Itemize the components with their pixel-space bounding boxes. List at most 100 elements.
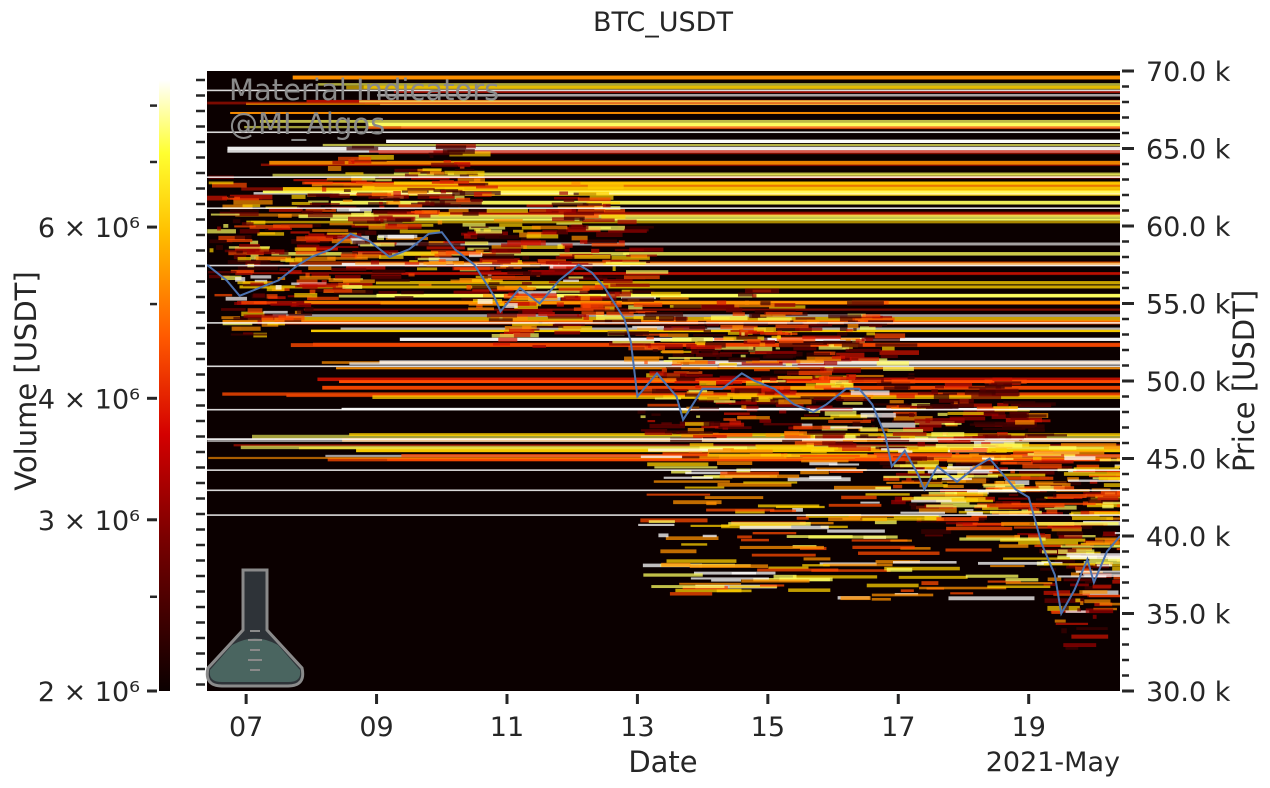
heatmap-cell [623,275,660,280]
heatmap-cell [473,248,508,252]
heatmap-cell [564,247,570,253]
heatmap-cell [346,146,379,151]
heatmap-cell [865,336,900,342]
heatmap-cell [757,568,839,572]
heatmap-band [282,187,1120,192]
heatmap-cell [785,362,793,367]
heatmap-cell [823,340,860,345]
heatmap-cell [830,380,852,385]
heatmap-cell [462,223,486,227]
heatmap-cell [673,304,701,310]
heatmap-cell [429,196,455,199]
heatmap-cell [666,559,737,563]
heatmap-cell [216,245,223,250]
heatmap-cell [963,410,1006,415]
heatmap-cell [237,256,252,262]
heatmap-cell [841,495,877,500]
heatmap-cell [299,283,339,287]
heatmap-cell [322,185,363,188]
heatmap-cell [512,322,553,327]
heatmap-cell [1061,628,1067,634]
heatmap-cell [981,456,995,460]
heatmap-cell [775,505,825,509]
heatmap-cell [672,337,713,342]
heatmap-cell [329,223,355,226]
heatmap-wall [207,469,1120,471]
heatmap-cell [242,204,261,208]
heatmap-cell [268,227,292,230]
heatmap-cell [468,307,494,311]
heatmap-cell [521,281,532,285]
heatmap-cell [712,433,753,437]
heatmap-cell [722,448,734,451]
heatmap-cell [1103,445,1120,450]
heatmap-cell [343,189,351,193]
heatmap-cell [800,417,834,420]
heatmap-cell [428,261,464,265]
heatmap-cell [263,310,288,314]
heatmap-cell [945,548,992,552]
heatmap-cell [854,457,911,461]
heatmap-cell [558,326,593,330]
heatmap-cell [663,476,713,479]
heatmap-cell [893,416,933,421]
heatmap-cell [654,466,718,469]
heatmap-cell [809,461,838,466]
heatmap-cell [928,491,958,496]
heatmap-cell [603,208,626,213]
heatmap-cell [963,471,980,476]
heatmap-wall [207,89,1120,92]
heatmap-cell [296,244,320,248]
heatmap-cell [728,522,811,526]
heatmap-cell [1116,490,1120,496]
heatmap-cell [239,243,260,248]
heatmap-cell [362,185,375,191]
heatmap-cell [372,210,407,214]
heatmap-cell [977,561,1063,565]
heatmap-cell [582,203,602,206]
heatmap-band [377,93,1120,97]
heatmap-cell [981,442,991,446]
heatmap-cell [905,459,939,465]
heatmap-cell [751,553,816,557]
heatmap-cell [914,466,935,471]
heatmap-cell [610,283,650,287]
heatmap-cell [239,229,260,234]
x-tick-label: 07 [229,712,263,743]
heatmap-cell [250,282,264,286]
heatmap-band [233,444,1120,447]
heatmap-cell [351,212,374,217]
heatmap-cell [496,310,503,315]
y-tick-label: 60.0 k [1146,212,1231,243]
heatmap-cell [847,323,859,329]
heatmap-cell [408,172,421,175]
heatmap-cell [752,294,757,298]
heatmap-cell [394,207,415,211]
heatmap-cell [699,455,787,459]
x-axis-ticks: 07 09 11 13 15 17 19 [229,694,1046,743]
heatmap-cell [414,255,454,260]
heatmap-cell [734,303,775,308]
heatmap-cell [554,330,581,335]
heatmap-cell [640,415,646,419]
heatmap-wall [207,322,1120,324]
heatmap-cell [527,231,557,235]
heatmap-cell [1098,476,1120,481]
heatmap-cell [1069,555,1120,559]
heatmap-cell [658,375,699,379]
heatmap-cell [1065,610,1090,613]
heatmap-cell [732,312,745,316]
heatmap-cell [266,287,285,292]
y-axis-ticks: 30.0 k 35.0 k 40.0 k 45.0 k 50.0 k 55.0 k 60.0… [1122,57,1231,708]
heatmap-cell [329,193,350,198]
heatmap-cell [937,412,948,416]
heatmap-cell [378,201,383,205]
heatmap-cell [834,446,871,452]
heatmap-cell [546,209,576,214]
heatmap-cell [586,201,621,205]
heatmap-cell [762,380,786,383]
heatmap-cell [787,477,851,482]
heatmap-cell [386,200,401,205]
heatmap-cell [886,481,943,484]
heatmap-cell [1010,469,1015,474]
